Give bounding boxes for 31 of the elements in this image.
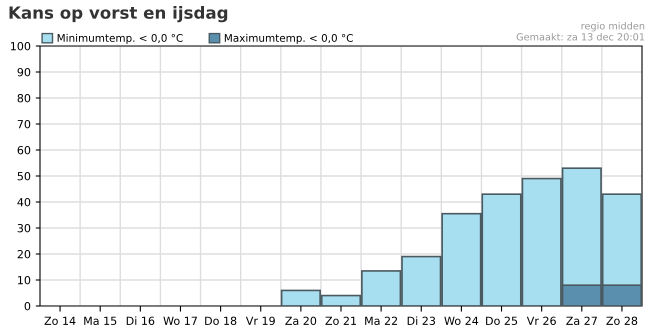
text: Gemaakt: za 13 dec 20:01 bbox=[516, 33, 644, 41]
text: regio midden bbox=[582, 22, 644, 32]
x-tick-label: Vr 19 bbox=[246, 316, 275, 326]
x-tick-label: Zo 28 bbox=[606, 316, 638, 326]
y-tick-label: 80 bbox=[18, 94, 30, 102]
y-tick-label: 30 bbox=[18, 224, 30, 232]
x-tick-label: Wo 17 bbox=[163, 316, 197, 326]
x-tick-label: Za 20 bbox=[285, 316, 316, 326]
x-tick-label: Ma 15 bbox=[84, 316, 116, 326]
legend-label: Maximumtemp. < 0,0 °C bbox=[224, 34, 353, 44]
x-tick-label: Zo 14 bbox=[44, 316, 76, 326]
x-tick-label: Ma 22 bbox=[365, 316, 398, 326]
y-tick-label: 50 bbox=[18, 172, 30, 180]
y-tick-label: 70 bbox=[18, 120, 30, 128]
y-tick-label: 90 bbox=[18, 68, 30, 76]
y-tick-label: 20 bbox=[18, 250, 30, 258]
x-tick-label: Wo 24 bbox=[444, 316, 478, 326]
y-tick-label: 10 bbox=[18, 276, 30, 284]
x-tick-label: Di 23 bbox=[408, 316, 436, 326]
chart-title: Kans op vorst en ijsdag bbox=[10, 6, 228, 22]
y-tick-label: 0 bbox=[24, 302, 30, 310]
y-tick-label: 60 bbox=[18, 146, 30, 154]
y-tick-label: 100 bbox=[10, 42, 30, 50]
x-tick-label: Vr 26 bbox=[526, 316, 556, 326]
x-tick-label: Do 18 bbox=[205, 316, 236, 326]
y-tick-label: 40 bbox=[17, 198, 30, 206]
x-tick-label: Za 27 bbox=[566, 316, 597, 326]
x-tick-label: Zo 21 bbox=[325, 316, 356, 326]
x-tick-label: Di 16 bbox=[126, 316, 154, 326]
legend-label: Minimumtemp. < 0,0 °C bbox=[58, 34, 183, 44]
x-tick-label: Do 25 bbox=[486, 316, 518, 326]
